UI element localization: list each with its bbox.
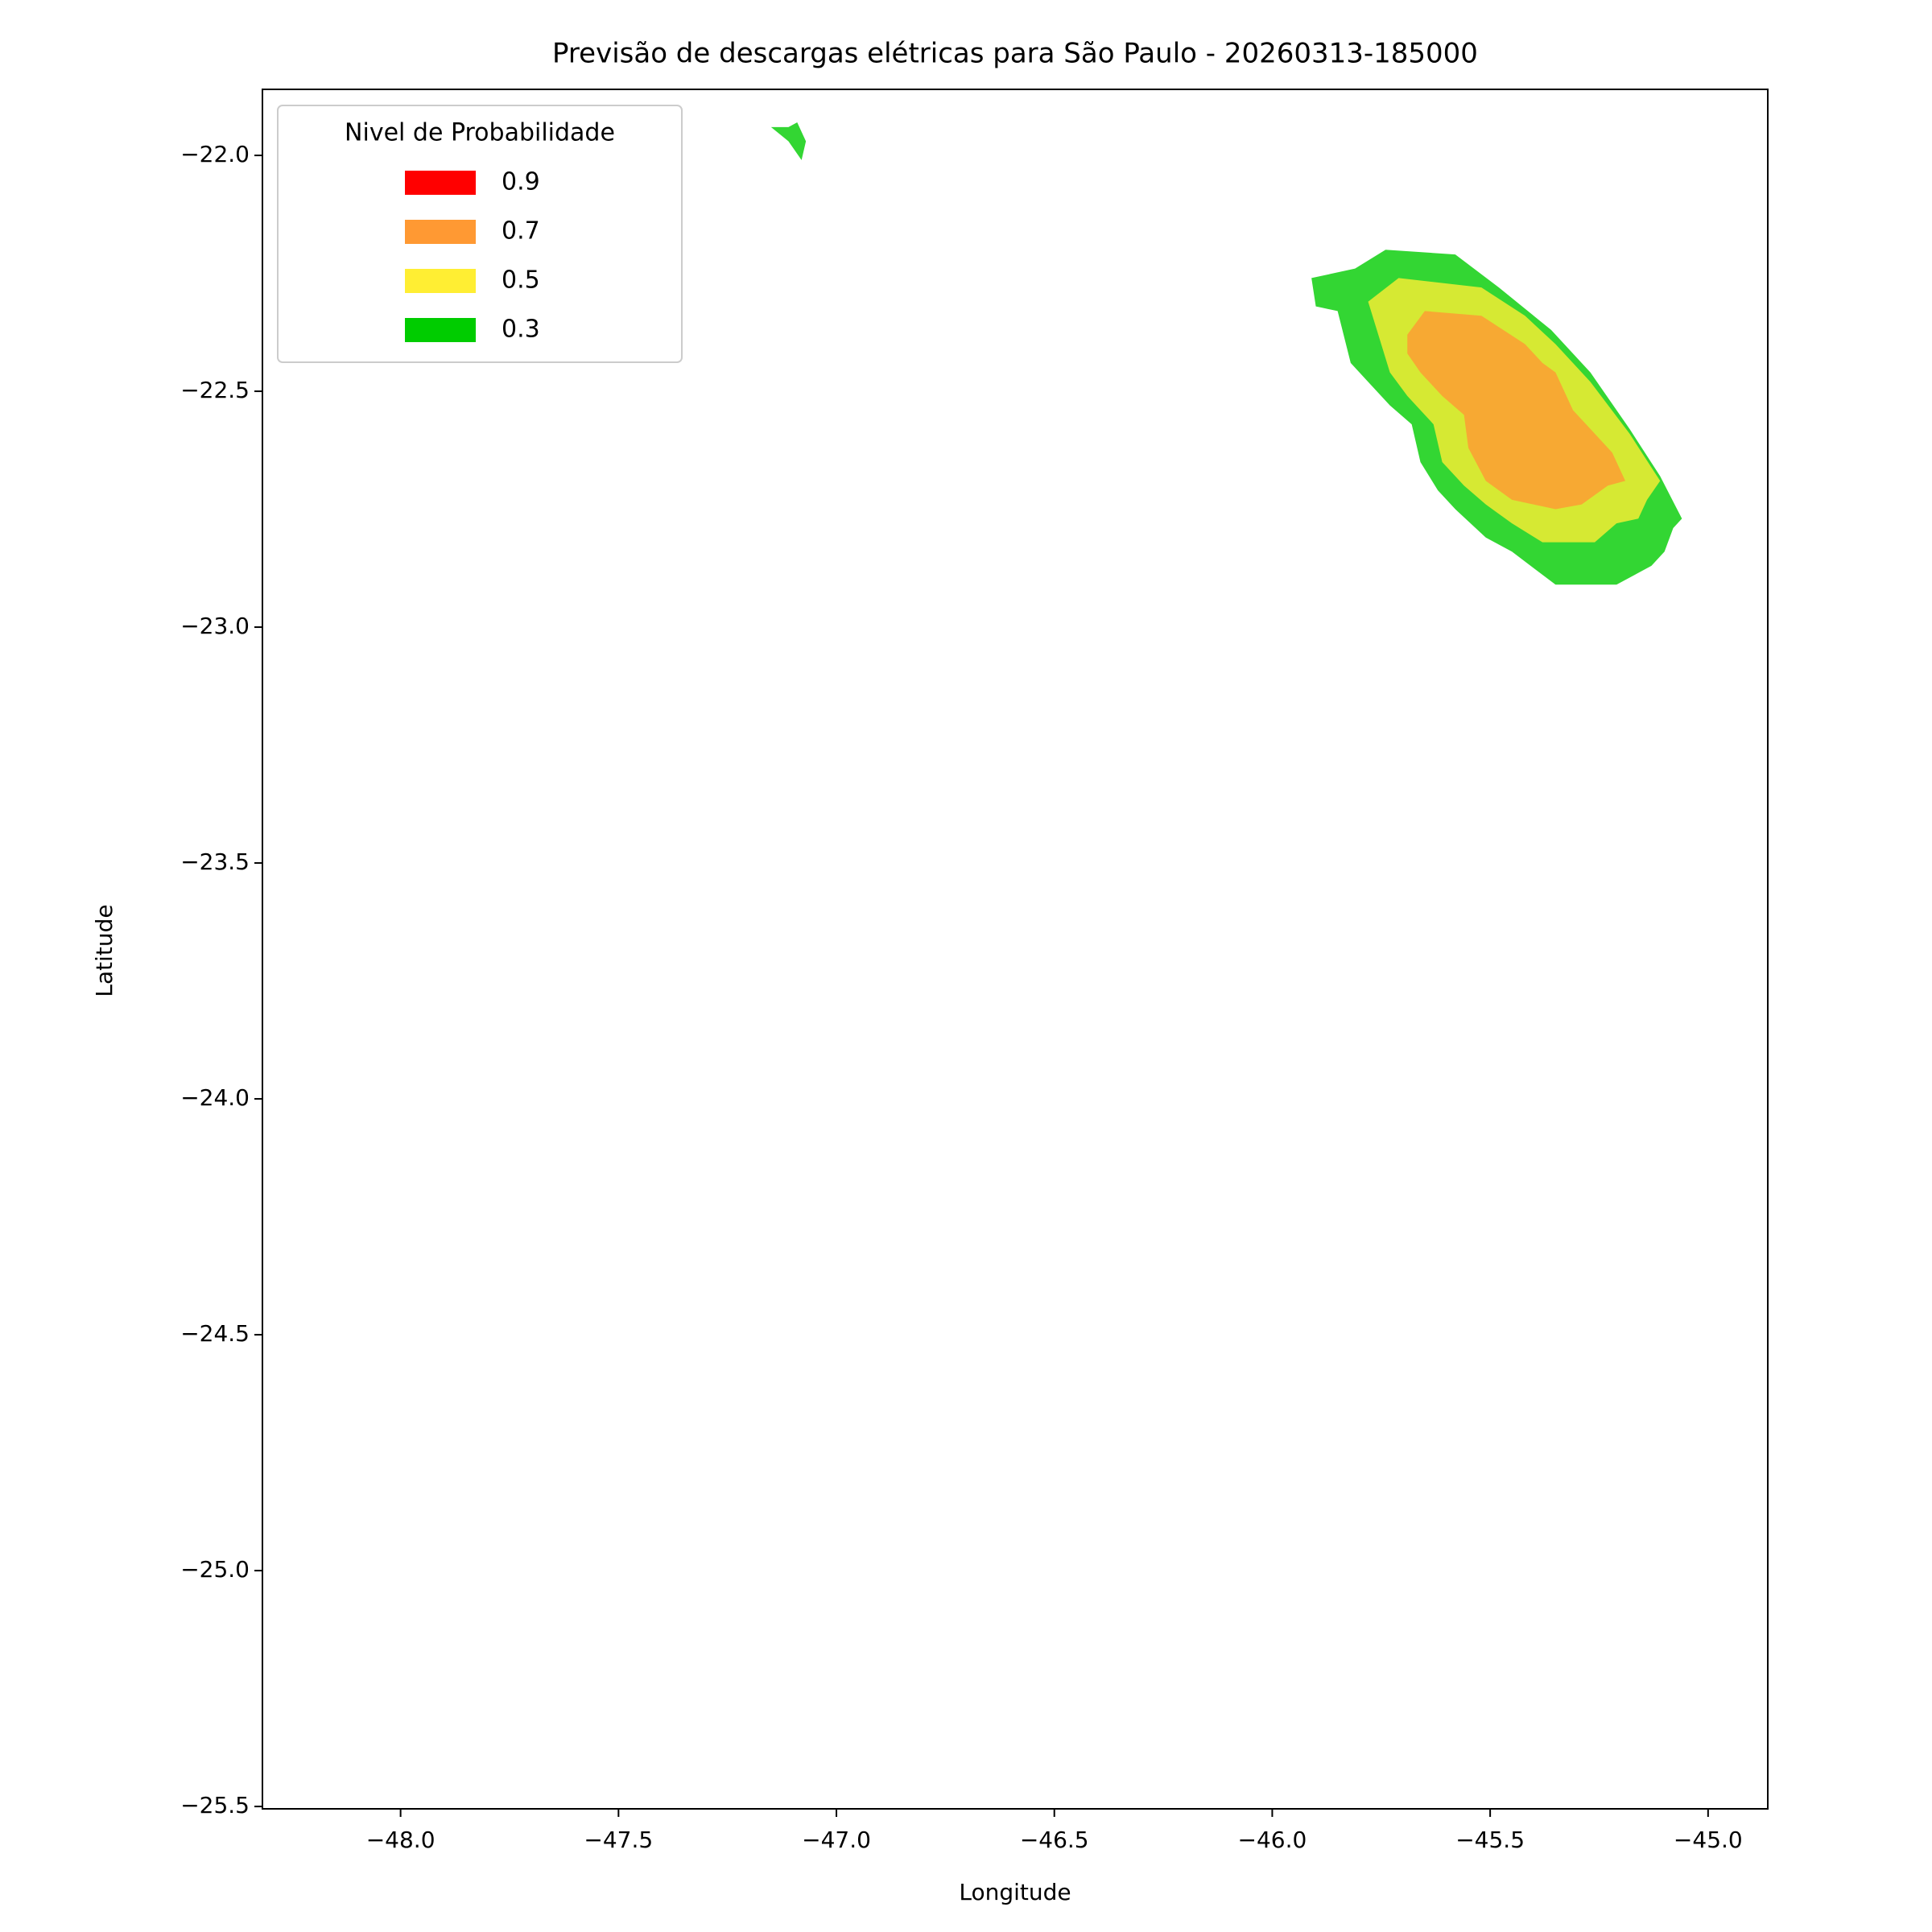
y-axis-label: Latitude	[91, 904, 118, 997]
x-tick-label: −45.0	[1674, 1827, 1743, 1853]
legend-swatch	[405, 318, 476, 342]
y-tick-label: −22.0	[180, 141, 250, 167]
legend-swatch	[405, 269, 476, 293]
legend-label: 0.5	[502, 266, 540, 295]
contour-region	[1407, 311, 1625, 510]
legend-swatch	[405, 220, 476, 244]
x-tick-label: −45.5	[1455, 1827, 1525, 1853]
legend-swatch	[405, 171, 476, 195]
y-tick-label: −23.0	[180, 613, 250, 639]
legend-title: Nivel de Probabilidade	[345, 119, 615, 147]
legend: Nivel de Probabilidade 0.9 0.7 0.5 0.3	[277, 105, 683, 363]
y-tick-label: −24.0	[180, 1084, 250, 1111]
x-tick-label: −47.0	[802, 1827, 871, 1853]
y-tick-label: −25.5	[180, 1792, 250, 1818]
chart-title: Previsão de descargas elétricas para São…	[552, 38, 1478, 70]
legend-label: 0.7	[502, 217, 540, 246]
y-tick-label: −23.5	[180, 848, 250, 875]
axes-frame	[262, 89, 1769, 1810]
legend-label: 0.9	[502, 168, 540, 196]
y-tick-label: −24.5	[180, 1320, 250, 1347]
legend-box	[277, 105, 683, 363]
y-tick-label: −22.5	[180, 377, 250, 403]
x-tick-label: −47.5	[584, 1827, 653, 1853]
legend-label: 0.3	[502, 316, 540, 344]
x-tick-label: −46.5	[1020, 1827, 1089, 1853]
y-tick-label: −25.0	[180, 1556, 250, 1583]
x-tick-label: −48.0	[366, 1827, 436, 1853]
x-tick-label: −46.0	[1238, 1827, 1307, 1853]
plot-area	[770, 122, 1682, 585]
x-axis-label: Longitude	[959, 1879, 1071, 1905]
contour-region	[770, 122, 807, 160]
